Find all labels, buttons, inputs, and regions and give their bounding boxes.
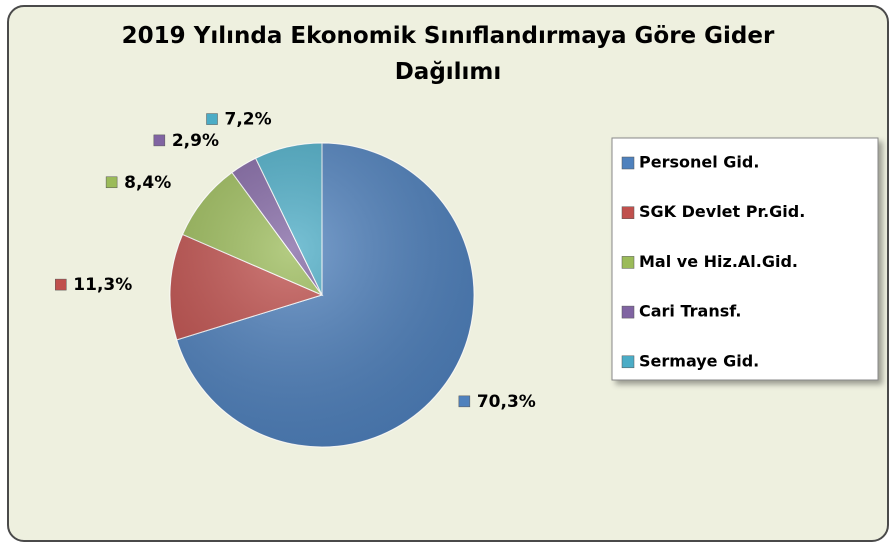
data-label-marker — [55, 278, 67, 291]
legend-marker — [621, 206, 635, 219]
data-label: 8,4% — [124, 173, 171, 193]
data-label: 11,3% — [73, 275, 132, 295]
legend-marker — [621, 305, 635, 319]
data-label: 7,2% — [225, 110, 272, 130]
data-label-marker — [105, 176, 118, 189]
legend-box — [611, 137, 879, 381]
legend-label: Sermaye Gid. — [639, 351, 759, 370]
data-label: 70,3% — [477, 392, 536, 412]
legend-label: Cari Transf. — [639, 302, 741, 321]
legend-label: SGK Devlet Pr.Gid. — [639, 202, 805, 221]
chart-title: 2019 Yılında Ekonomik Sınıflandırmaya Gö… — [121, 23, 775, 85]
data-label: 2,9% — [172, 131, 219, 151]
data-label-marker — [206, 113, 218, 125]
legend-label: Personel Gid. — [639, 153, 759, 172]
data-label-marker — [153, 134, 166, 147]
legend-label: Mal ve Hiz.Al.Gid. — [639, 252, 798, 271]
legend-marker — [621, 156, 635, 170]
data-label-marker — [458, 395, 471, 408]
legend-marker — [621, 355, 635, 369]
legend-marker — [621, 256, 635, 269]
